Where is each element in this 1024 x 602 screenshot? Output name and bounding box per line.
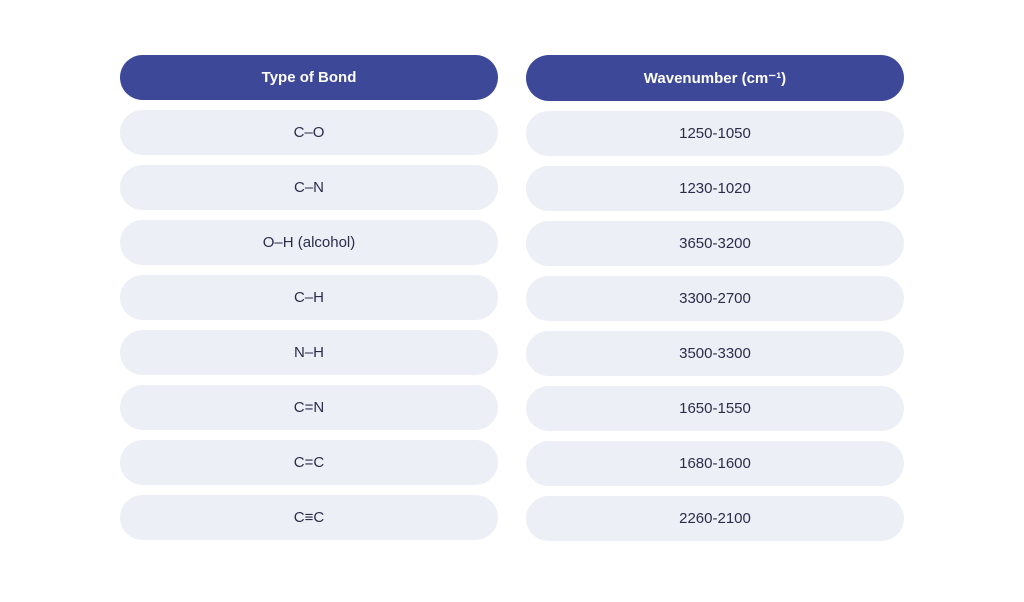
table-row: 3300-2700 [526, 276, 904, 321]
table-row: C=C [120, 440, 498, 485]
table-row: 1650-1550 [526, 386, 904, 431]
table-row: C–H [120, 275, 498, 320]
table-row: C≡C [120, 495, 498, 540]
table-row: 3500-3300 [526, 331, 904, 376]
header-bond-type: Type of Bond [120, 55, 498, 100]
column-wavenumber: Wavenumber (cm⁻¹) 1250-1050 1230-1020 36… [526, 55, 904, 541]
table-row: 1230-1020 [526, 166, 904, 211]
column-bond-type: Type of Bond C–O C–N O–H (alcohol) C–H N… [120, 55, 498, 541]
table-row: C–O [120, 110, 498, 155]
table-row: 3650-3200 [526, 221, 904, 266]
table-row: C=N [120, 385, 498, 430]
table-row: O–H (alcohol) [120, 220, 498, 265]
table-row: 1250-1050 [526, 111, 904, 156]
table-row: 2260-2100 [526, 496, 904, 541]
table-row: C–N [120, 165, 498, 210]
ir-table: Type of Bond C–O C–N O–H (alcohol) C–H N… [120, 55, 904, 541]
table-row: 1680-1600 [526, 441, 904, 486]
table-row: N–H [120, 330, 498, 375]
header-wavenumber: Wavenumber (cm⁻¹) [526, 55, 904, 101]
